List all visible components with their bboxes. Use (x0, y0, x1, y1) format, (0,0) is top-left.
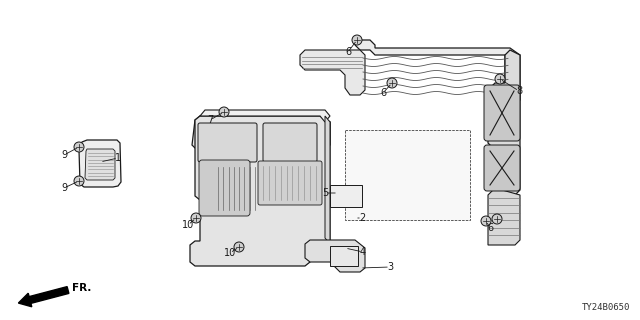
Text: 5: 5 (322, 188, 328, 198)
FancyBboxPatch shape (263, 123, 317, 162)
Text: 1: 1 (115, 153, 121, 163)
Polygon shape (85, 149, 115, 180)
Circle shape (387, 78, 397, 88)
Text: 9: 9 (61, 150, 67, 160)
Text: 6: 6 (345, 47, 351, 57)
Text: 6: 6 (380, 88, 386, 98)
Circle shape (495, 74, 505, 84)
Polygon shape (488, 50, 520, 195)
FancyBboxPatch shape (258, 161, 322, 205)
Text: 6: 6 (487, 223, 493, 233)
Bar (345, 130, 470, 220)
Polygon shape (192, 116, 330, 148)
Polygon shape (305, 240, 365, 272)
Circle shape (191, 213, 201, 223)
Polygon shape (190, 116, 330, 266)
Polygon shape (488, 188, 520, 245)
Polygon shape (79, 140, 121, 187)
Circle shape (74, 142, 84, 152)
Circle shape (234, 242, 244, 252)
FancyBboxPatch shape (198, 123, 257, 162)
FancyBboxPatch shape (199, 160, 250, 216)
Circle shape (74, 176, 84, 186)
FancyBboxPatch shape (484, 85, 520, 141)
Text: FR.: FR. (72, 283, 92, 293)
Circle shape (352, 35, 362, 45)
Text: TY24B0650: TY24B0650 (582, 303, 630, 312)
Polygon shape (355, 40, 520, 103)
Polygon shape (325, 116, 330, 244)
Text: 10: 10 (182, 220, 194, 230)
Text: 9: 9 (61, 183, 67, 193)
Bar (330, 185, 362, 207)
Polygon shape (300, 50, 365, 95)
Text: 10: 10 (224, 248, 236, 258)
FancyArrow shape (19, 287, 69, 307)
Bar (330, 246, 358, 266)
Polygon shape (200, 110, 330, 122)
Circle shape (481, 216, 491, 226)
Circle shape (492, 214, 502, 224)
Text: 4: 4 (360, 247, 366, 257)
Text: 8: 8 (516, 86, 522, 96)
Text: 2: 2 (359, 213, 365, 223)
FancyBboxPatch shape (484, 145, 520, 191)
Text: 3: 3 (387, 262, 393, 272)
Circle shape (219, 107, 229, 117)
Text: 7: 7 (207, 115, 213, 125)
